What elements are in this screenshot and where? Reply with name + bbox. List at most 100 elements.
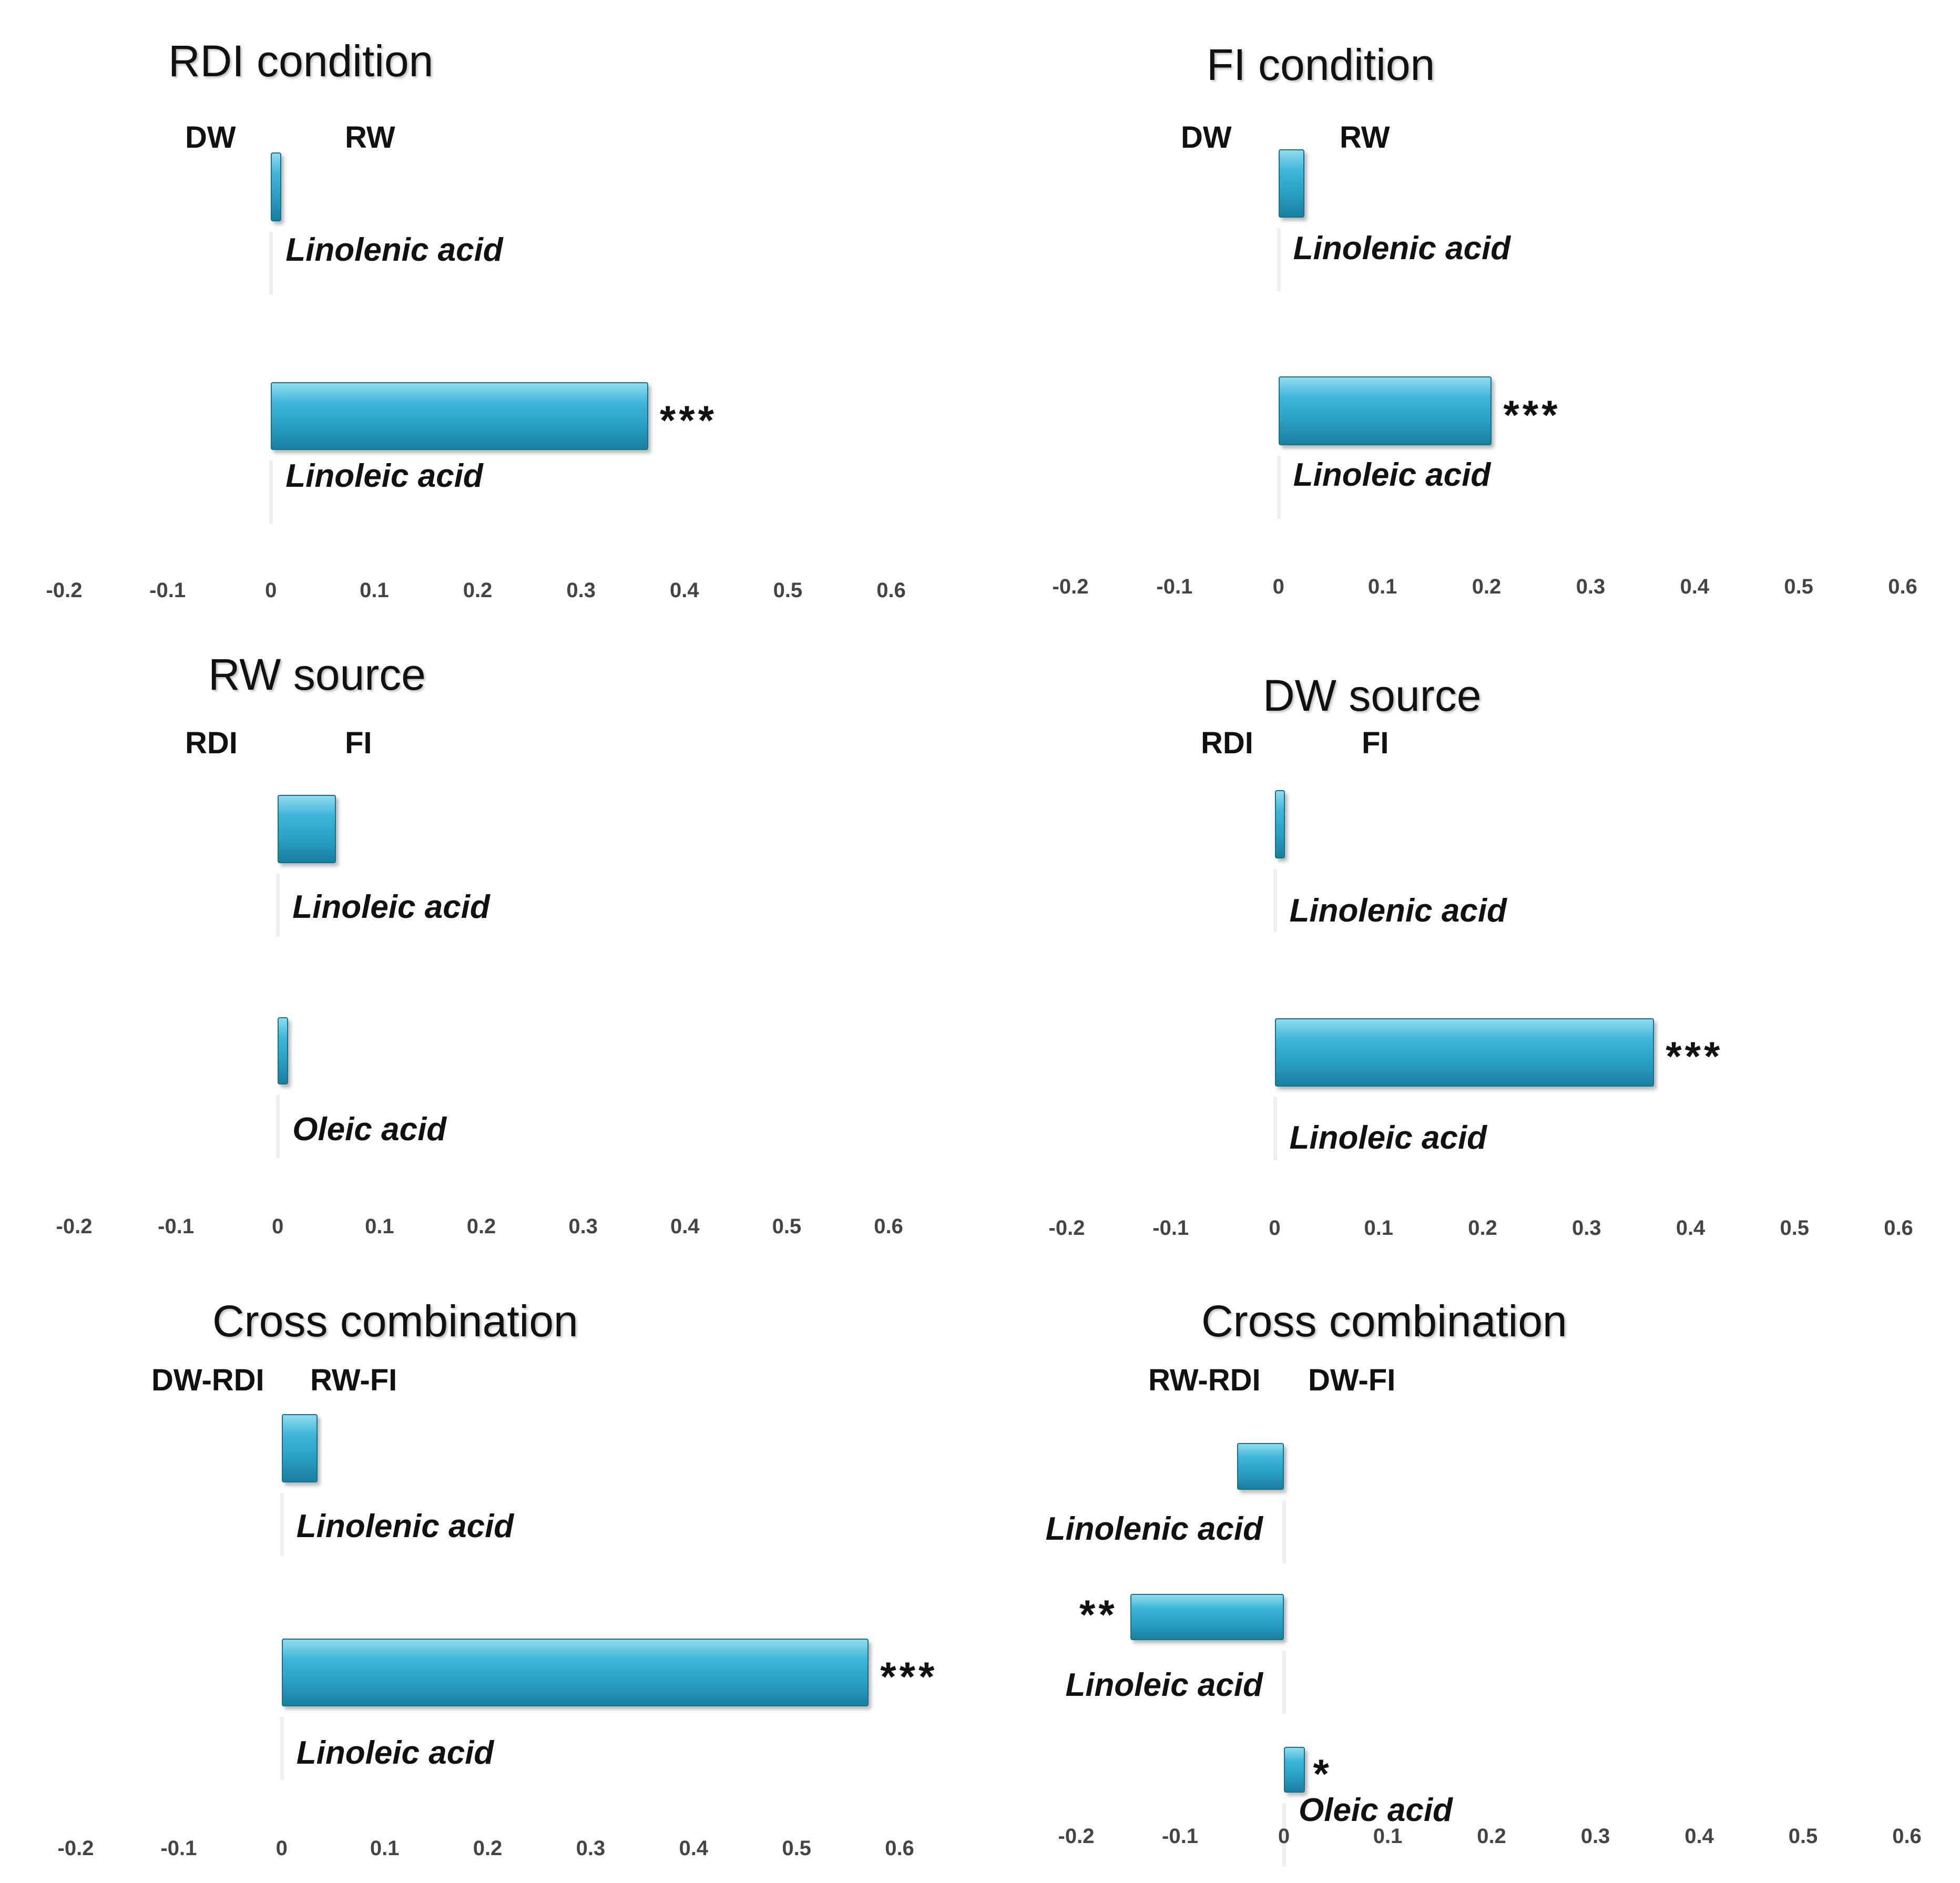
group-label: DW-FI: [1308, 1363, 1396, 1397]
x-tick-label: 0: [272, 1215, 284, 1238]
zero-line: [1273, 1097, 1277, 1160]
zero-line: [1282, 1651, 1286, 1714]
chart-title: Cross combination: [1201, 1296, 1567, 1346]
x-tick-label: -0.2: [1048, 1216, 1085, 1240]
bar: [1274, 790, 1285, 858]
bar-category-label: Linolenic acid: [1045, 1511, 1263, 1547]
bar-category-label: Linoleic acid: [296, 1735, 494, 1771]
zero-line: [276, 1095, 280, 1158]
x-tick-label: 0.6: [874, 1215, 903, 1238]
bar: [1274, 1018, 1655, 1087]
x-tick-label: -0.1: [158, 1215, 195, 1238]
x-tick-label: 0.5: [1784, 575, 1813, 598]
x-tick-label: 0.6: [885, 1837, 914, 1860]
bar-category-label: Linoleic acid: [1293, 457, 1491, 493]
x-tick-label: 0.1: [360, 579, 389, 602]
x-tick-label: 0.4: [679, 1837, 709, 1860]
x-tick-label: 0.6: [1892, 1825, 1922, 1848]
chart-title: RDI condition: [168, 36, 434, 86]
significance-marker: ***: [1666, 1033, 1723, 1079]
zero-line: [1273, 869, 1277, 932]
group-label: RW-RDI: [1148, 1363, 1261, 1397]
x-tick-label: 0: [275, 1837, 288, 1860]
bar-category-label: Linoleic acid: [285, 458, 483, 494]
group-label: RDI: [185, 726, 238, 760]
chart-title: Cross combination: [212, 1296, 578, 1346]
group-label: DW: [1181, 120, 1232, 155]
group-label: DW-RDI: [151, 1363, 264, 1397]
group-label: FI: [345, 726, 372, 760]
group-label: RW-FI: [310, 1363, 397, 1397]
significance-marker: ***: [880, 1653, 938, 1700]
zero-line: [280, 1717, 284, 1780]
group-label: RW: [1340, 120, 1390, 155]
x-tick-label: -0.2: [1058, 1825, 1095, 1848]
bar: [281, 1639, 869, 1706]
x-tick-label: 0: [1272, 575, 1284, 598]
bar: [271, 152, 281, 221]
x-tick-label: 0.1: [370, 1837, 400, 1860]
bar-category-label: Linolenic acid: [285, 232, 503, 268]
x-tick-label: -0.1: [149, 579, 186, 602]
bar: [281, 1414, 318, 1482]
x-tick-label: 0.3: [1571, 1216, 1601, 1240]
bar: [1278, 376, 1492, 445]
x-tick-label: 0.5: [1780, 1216, 1810, 1240]
x-tick-label: -0.2: [1052, 575, 1089, 598]
chart-title: DW source: [1263, 671, 1482, 720]
group-label: RW: [345, 120, 395, 155]
group-label: DW: [185, 120, 236, 155]
x-tick-label: -0.1: [1156, 575, 1193, 598]
bar-category-label: Linolenic acid: [1293, 230, 1511, 267]
zero-line: [1277, 228, 1281, 291]
bar: [278, 795, 336, 863]
chart-title: FI condition: [1207, 40, 1435, 89]
x-tick-label: 0.3: [576, 1837, 606, 1860]
x-tick-label: 0.6: [876, 579, 906, 602]
x-tick-label: 0: [1278, 1825, 1290, 1848]
x-tick-label: 0.3: [1580, 1825, 1610, 1848]
bar: [278, 1017, 288, 1084]
x-tick-label: 0: [1269, 1216, 1281, 1240]
x-tick-label: 0.3: [568, 1215, 598, 1238]
x-tick-label: 0.2: [1472, 575, 1502, 598]
x-tick-label: 0.2: [466, 1215, 496, 1238]
x-tick-label: 0.6: [1888, 575, 1917, 598]
zero-line: [280, 1493, 284, 1556]
bar-category-label: Linoleic acid: [1289, 1120, 1487, 1156]
x-tick-label: 0: [265, 579, 277, 602]
zero-line: [269, 232, 273, 295]
x-tick-label: 0.3: [566, 579, 596, 602]
bar: [1278, 149, 1305, 218]
x-tick-label: -0.1: [1162, 1825, 1198, 1848]
zero-line: [269, 460, 273, 524]
x-tick-label: 0.4: [1676, 1216, 1706, 1240]
x-tick-label: 0.4: [1680, 575, 1710, 598]
x-tick-label: -0.2: [57, 1837, 94, 1860]
x-tick-label: 0.1: [1364, 1216, 1394, 1240]
bar-category-label: Linolenic acid: [1289, 893, 1507, 929]
x-tick-label: -0.2: [56, 1215, 93, 1238]
x-tick-label: 0.2: [1468, 1216, 1497, 1240]
x-tick-label: 0.1: [365, 1215, 394, 1238]
x-tick-label: 0.1: [1373, 1825, 1403, 1848]
x-tick-label: -0.1: [1152, 1216, 1189, 1240]
significance-marker: **: [1079, 1591, 1118, 1638]
bar: [271, 382, 648, 450]
bar: [1130, 1594, 1284, 1640]
significance-marker: ***: [659, 396, 717, 443]
zero-line: [276, 874, 280, 937]
x-tick-label: 0.5: [782, 1837, 811, 1860]
x-tick-label: 0.2: [473, 1837, 503, 1860]
x-tick-label: 0.5: [1788, 1825, 1818, 1848]
x-tick-label: 0.5: [772, 1215, 802, 1238]
x-tick-label: 0.5: [773, 579, 803, 602]
chart-title: RW source: [208, 650, 426, 699]
significance-marker: ***: [1503, 391, 1561, 438]
bar-category-label: Linolenic acid: [296, 1508, 514, 1544]
group-label: FI: [1362, 726, 1389, 760]
bar: [1284, 1747, 1305, 1793]
zero-line: [1277, 456, 1281, 519]
x-tick-label: 0.4: [1685, 1825, 1714, 1848]
